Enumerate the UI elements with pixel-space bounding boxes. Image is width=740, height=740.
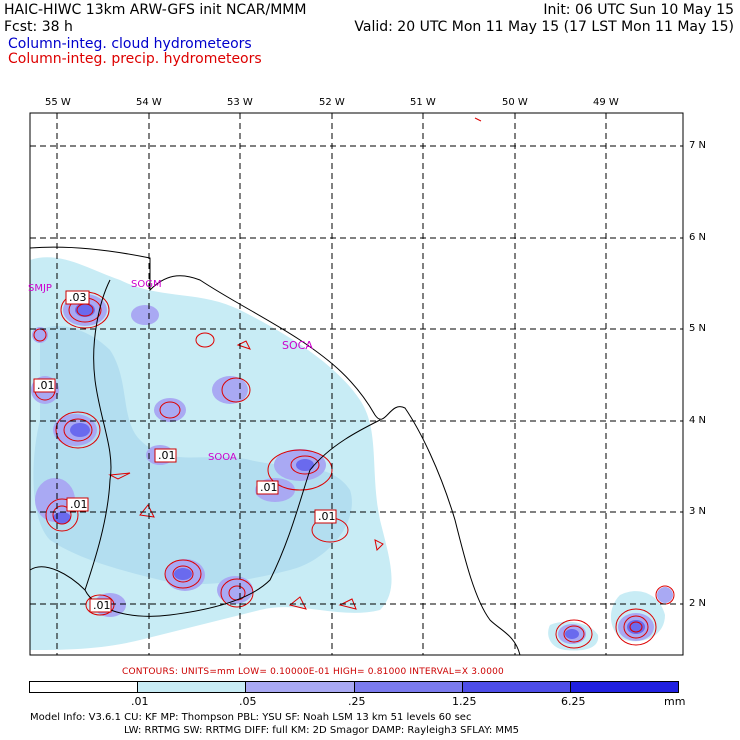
station-label: SOOA [208, 452, 237, 463]
contour-info: CONTOURS: UNITS=mm LOW= 0.10000E-01 HIGH… [122, 667, 504, 677]
contour-label: .01 [318, 510, 336, 523]
color-swatch [30, 682, 139, 692]
forecast-hour: Fcst: 38 h [4, 19, 73, 35]
model-info-line-2: LW: RRTMG SW: RRTMG DIFF: full KM: 2D Sm… [124, 725, 520, 736]
title-line-1: HAIC-HIWC 13km ARW-GFS init NCAR/MMM [4, 2, 307, 18]
station-label: SOCA [282, 339, 313, 352]
lat-label: 3 N [689, 506, 707, 517]
legend-tick: 6.25 [561, 695, 586, 708]
color-swatch [462, 682, 571, 692]
lat-label: 6 N [689, 232, 707, 243]
lon-label: 55 W [45, 97, 71, 108]
contour-label: .01 [260, 481, 278, 494]
valid-time: Valid: 20 UTC Mon 11 May 15 (17 LST Mon … [354, 19, 734, 35]
legend-tick: 1.25 [452, 695, 477, 708]
coastline [29, 246, 521, 656]
color-swatch [570, 682, 679, 692]
lon-label: 51 W [410, 97, 436, 108]
color-swatch [354, 682, 463, 692]
model-info-line-1: Model Info: V3.6.1 CU: KF MP: Thompson P… [30, 712, 472, 723]
lat-label: 7 N [689, 140, 707, 151]
cloud-shading [30, 257, 665, 651]
lon-label: 54 W [136, 97, 162, 108]
lon-label: 49 W [593, 97, 619, 108]
contour-label: .03 [69, 291, 87, 304]
station-label: SMJP [28, 283, 52, 294]
lat-label: 2 N [689, 598, 707, 609]
color-legend-bar [29, 681, 679, 693]
map-frame [29, 112, 684, 656]
color-swatch [138, 682, 247, 692]
lon-label: 50 W [502, 97, 528, 108]
legend-tick: .05 [239, 695, 257, 708]
station-label: SOGM [131, 279, 162, 290]
color-swatch [246, 682, 355, 692]
contour-label: .01 [158, 449, 176, 462]
lon-label: 53 W [227, 97, 253, 108]
lat-lon-grid [30, 113, 683, 655]
cloud-field-label: Column-integ. cloud hydrometeors [8, 36, 252, 52]
contour-label: .01 [37, 379, 55, 392]
lon-label: 52 W [319, 97, 345, 108]
init-time: Init: 06 UTC Sun 10 May 15 [543, 2, 734, 18]
contour-label-boxes [33, 290, 337, 613]
contour-label: .01 [93, 599, 111, 612]
lat-label: 4 N [689, 415, 707, 426]
legend-tick: .01 [131, 695, 149, 708]
legend-tick: .25 [348, 695, 366, 708]
precip-field-label: Column-integ. precip. hydrometeors [8, 51, 262, 67]
legend-units: mm [664, 695, 686, 708]
contour-label: .01 [70, 498, 88, 511]
lat-label: 5 N [689, 323, 707, 334]
